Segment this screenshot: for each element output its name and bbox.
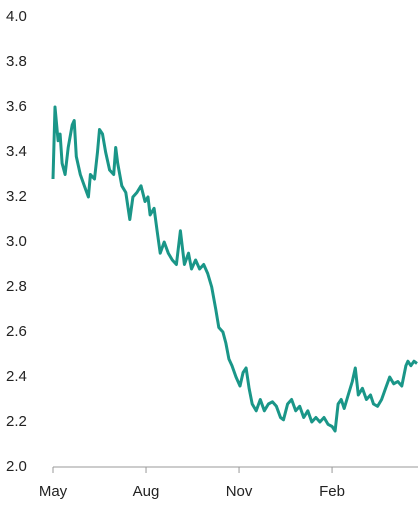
y-tick-label: 3.6 bbox=[6, 98, 27, 115]
y-tick-label: 4.0 bbox=[6, 8, 27, 25]
y-tick-label: 2.4 bbox=[6, 368, 27, 385]
y-tick-label: 2.8 bbox=[6, 278, 27, 295]
y-tick-label: 2.6 bbox=[6, 323, 27, 340]
x-tick-label: May bbox=[39, 483, 68, 500]
y-tick-label: 3.2 bbox=[6, 188, 27, 205]
y-tick-label: 3.4 bbox=[6, 143, 27, 160]
y-tick-label: 3.0 bbox=[6, 233, 27, 250]
series-line bbox=[51, 105, 418, 433]
x-tick-label: Feb bbox=[319, 483, 345, 500]
x-tick-label: Aug bbox=[133, 483, 160, 500]
y-tick-label: 2.0 bbox=[6, 458, 27, 475]
x-tick-label: Nov bbox=[226, 483, 253, 500]
y-tick-label: 3.8 bbox=[6, 53, 27, 70]
y-tick-label: 2.2 bbox=[6, 413, 27, 430]
